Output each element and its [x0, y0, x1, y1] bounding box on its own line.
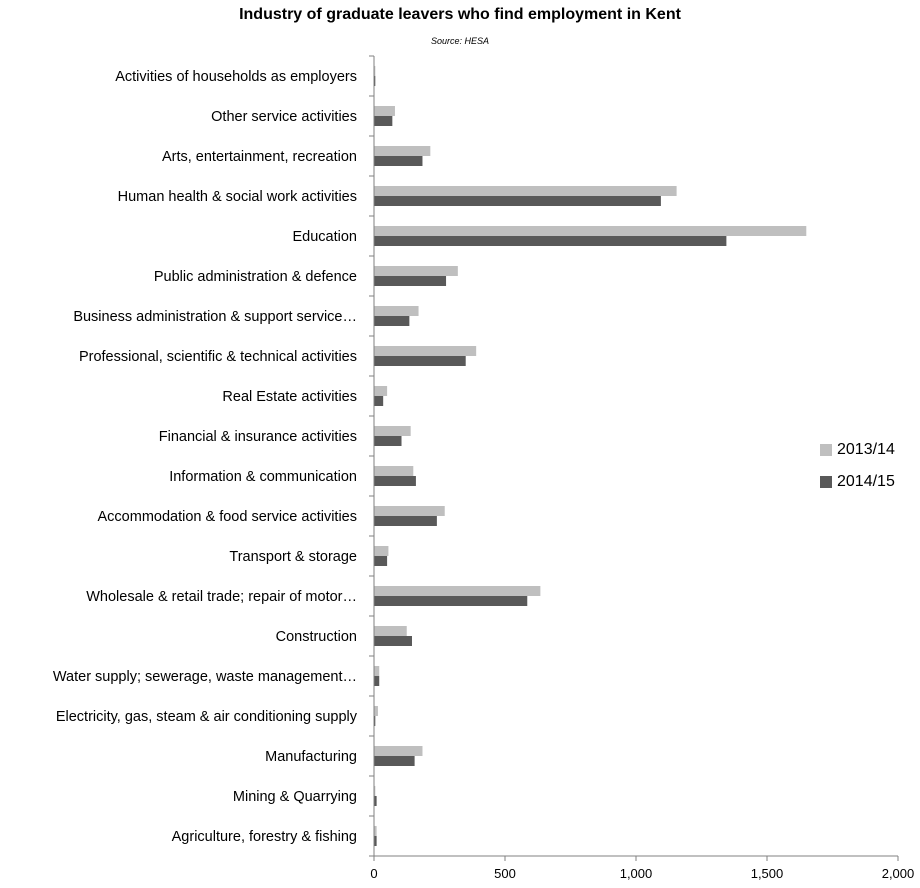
bar-2013-14-information-communication [374, 466, 414, 476]
category-label: Education [293, 229, 358, 245]
bar-2014-15-activities-of-households-as-employers [374, 76, 376, 86]
bar-2014-15-public-administration-defence [374, 276, 447, 286]
category-label: Public administration & defence [154, 269, 357, 285]
category-label: Manufacturing [265, 749, 357, 765]
category-label: Mining & Quarrying [233, 789, 357, 805]
legend-swatch-2013-14 [820, 444, 832, 456]
legend-swatch-2014-15 [820, 476, 832, 488]
bar-2014-15-mining-quarrying [374, 796, 377, 806]
bars [374, 66, 807, 846]
axes: 0 500 1,000 1,500 2,000 [369, 55, 915, 881]
bar-2014-15-education [374, 236, 727, 246]
chart-title: Industry of graduate leavers who find em… [239, 6, 681, 23]
bar-2014-15-wholesale-retail-trade-repair-of-motor [374, 596, 528, 606]
bar-2014-15-agriculture-forestry-fishing [374, 836, 377, 846]
category-label: Information & communication [169, 469, 357, 485]
bar-2014-15-transport-storage [374, 556, 388, 566]
bar-2013-14-real-estate-activities [374, 386, 388, 396]
bar-2013-14-education [374, 226, 807, 236]
bar-2014-15-human-health-social-work-activities [374, 196, 661, 206]
bar-2013-14-wholesale-retail-trade-repair-of-motor [374, 586, 541, 596]
bar-2013-14-professional-scientific-technical-activities [374, 346, 477, 356]
bar-2013-14-financial-insurance-activities [374, 426, 411, 436]
x-tick-label: 500 [494, 866, 516, 881]
category-label: Construction [276, 629, 357, 645]
category-label: Electricity, gas, steam & air conditioni… [56, 709, 358, 725]
bar-2013-14-accommodation-food-service-activities [374, 506, 445, 516]
bar-2014-15-accommodation-food-service-activities [374, 516, 437, 526]
category-label: Business administration & support servic… [73, 309, 357, 325]
category-label: Real Estate activities [222, 389, 357, 405]
category-label: Water supply; sewerage, waste management… [53, 669, 357, 685]
bar-2013-14-human-health-social-work-activities [374, 186, 677, 196]
category-label: Wholesale & retail trade; repair of moto… [86, 589, 357, 605]
bar-2014-15-business-administration-support-service [374, 316, 410, 326]
bar-2014-15-arts-entertainment-recreation [374, 156, 423, 166]
legend-item-2014-15: 2014/15 [820, 472, 895, 492]
category-label: Activities of households as employers [115, 69, 357, 85]
legend-label-2013-14: 2013/14 [837, 441, 895, 458]
category-label: Financial & insurance activities [159, 429, 357, 445]
category-label: Human health & social work activities [118, 189, 357, 205]
bar-2014-15-electricity-gas-steam-air-conditioning-supply [374, 716, 376, 726]
bar-2013-14-activities-of-households-as-employers [374, 66, 376, 76]
legend-item-2013-14: 2013/14 [820, 440, 895, 460]
category-label: Agriculture, forestry & fishing [172, 829, 357, 845]
category-labels: Activities of households as employers Oth… [53, 69, 358, 845]
bar-2014-15-financial-insurance-activities [374, 436, 402, 446]
legend: 2013/14 2014/15 [820, 440, 895, 504]
bar-2014-15-manufacturing [374, 756, 415, 766]
bar-2013-14-public-administration-defence [374, 266, 458, 276]
bar-2014-15-information-communication [374, 476, 416, 486]
category-label: Professional, scientific & technical act… [79, 349, 357, 365]
bar-2013-14-water-supply-sewerage-waste-management [374, 666, 380, 676]
bar-2013-14-arts-entertainment-recreation [374, 146, 431, 156]
bar-2014-15-water-supply-sewerage-waste-management [374, 676, 380, 686]
x-tick-label: 1,500 [751, 866, 784, 881]
category-label: Other service activities [211, 109, 357, 125]
bar-2014-15-real-estate-activities [374, 396, 384, 406]
chart-subtitle: Source: HESA [430, 36, 490, 46]
bar-2013-14-construction [374, 626, 407, 636]
x-tick-label: 2,000 [882, 866, 915, 881]
bar-2013-14-mining-quarrying [374, 786, 376, 796]
category-label: Accommodation & food service activities [98, 509, 358, 525]
bar-2013-14-other-service-activities [374, 106, 395, 116]
category-label: Transport & storage [229, 549, 357, 565]
bar-2013-14-electricity-gas-steam-air-conditioning-supply [374, 706, 378, 716]
bar-2013-14-business-administration-support-service [374, 306, 419, 316]
bar-2013-14-transport-storage [374, 546, 389, 556]
bar-2014-15-construction [374, 636, 412, 646]
category-label: Arts, entertainment, recreation [162, 149, 357, 165]
x-tick-label: 0 [370, 866, 377, 881]
x-tick-label: 1,000 [620, 866, 653, 881]
bar-2013-14-manufacturing [374, 746, 423, 756]
bar-2013-14-agriculture-forestry-fishing [374, 826, 377, 836]
bar-2014-15-other-service-activities [374, 116, 393, 126]
bar-2014-15-professional-scientific-technical-activities [374, 356, 466, 366]
legend-label-2014-15: 2014/15 [837, 473, 895, 490]
